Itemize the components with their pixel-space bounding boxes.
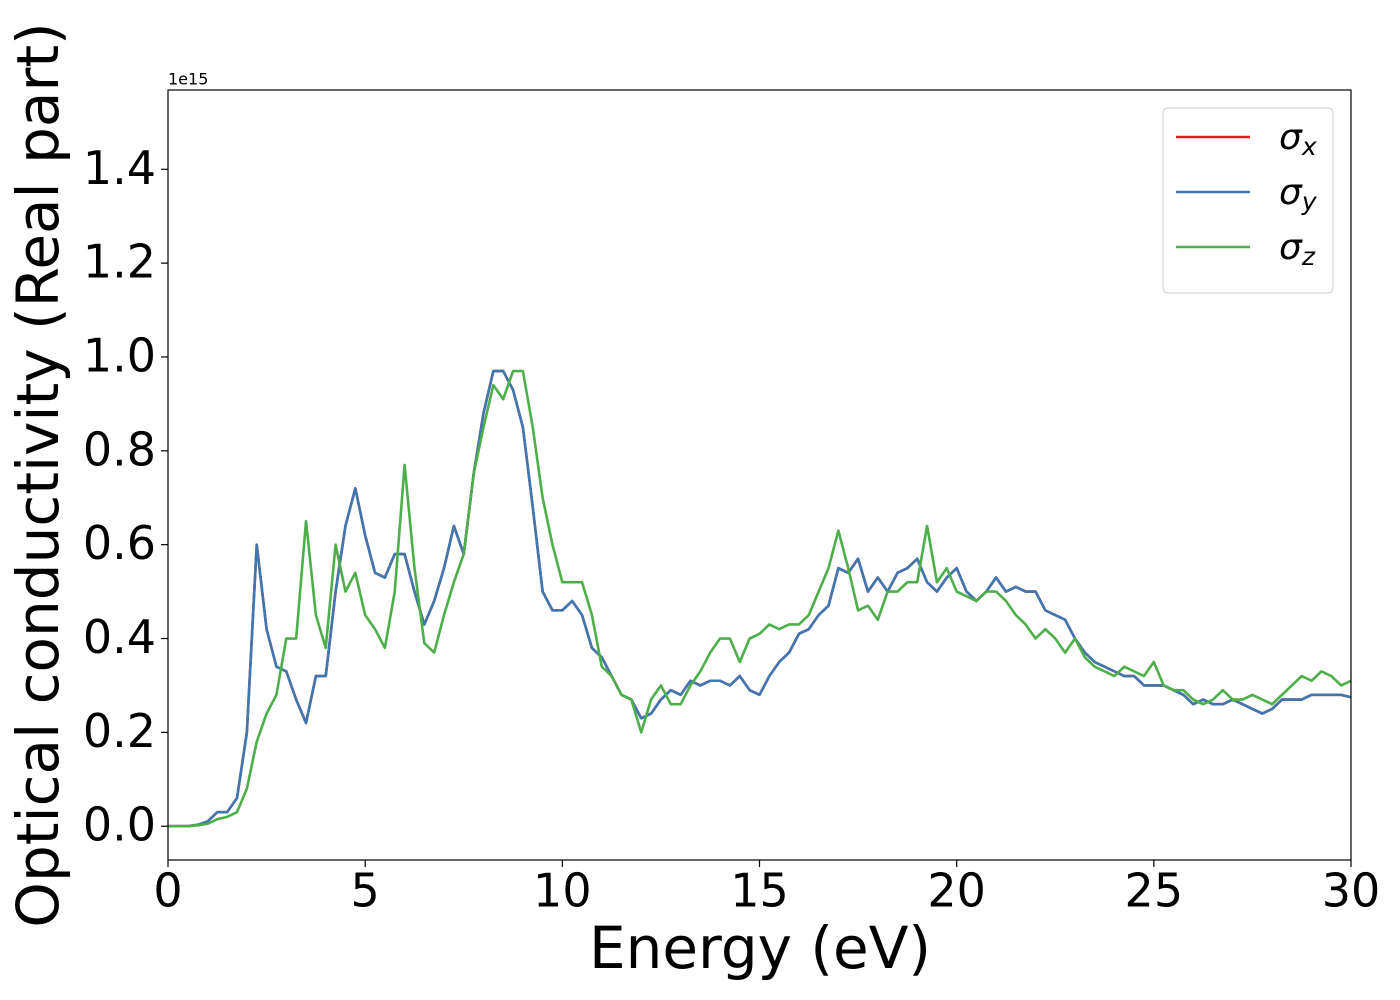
offset-label: 1e15 [168, 70, 208, 89]
y-tick-label: 1.4 [83, 141, 156, 195]
x-tick-label: 20 [927, 864, 986, 918]
x-tick-label: 5 [351, 864, 380, 918]
x-tick-label: 10 [533, 864, 592, 918]
x-tick-label: 0 [153, 864, 182, 918]
y-tick-label: 0.2 [83, 704, 156, 758]
y-tick-label: 1.2 [83, 235, 156, 289]
series-line [168, 369, 1351, 828]
x-tick-label: 30 [1322, 864, 1381, 918]
plot-frame [167, 89, 1352, 861]
y-axis-label: Optical conductivity (Real part) [4, 22, 72, 927]
y-tick-label: 0.0 [83, 798, 156, 852]
x-tick-label: 25 [1125, 864, 1184, 918]
y-tick-label: 0.6 [83, 516, 156, 570]
legend-label: σx [1279, 117, 1317, 161]
y-tick-label: 0.8 [83, 422, 156, 476]
series-line [168, 369, 1351, 828]
y-tick-label: 1.0 [83, 328, 156, 382]
legend-label: σz [1279, 227, 1316, 271]
y-tick-label: 0.4 [83, 610, 156, 664]
legend-label: σy [1279, 172, 1318, 216]
x-tick-label: 15 [730, 864, 789, 918]
x-axis-label: Energy (eV) [589, 914, 931, 982]
